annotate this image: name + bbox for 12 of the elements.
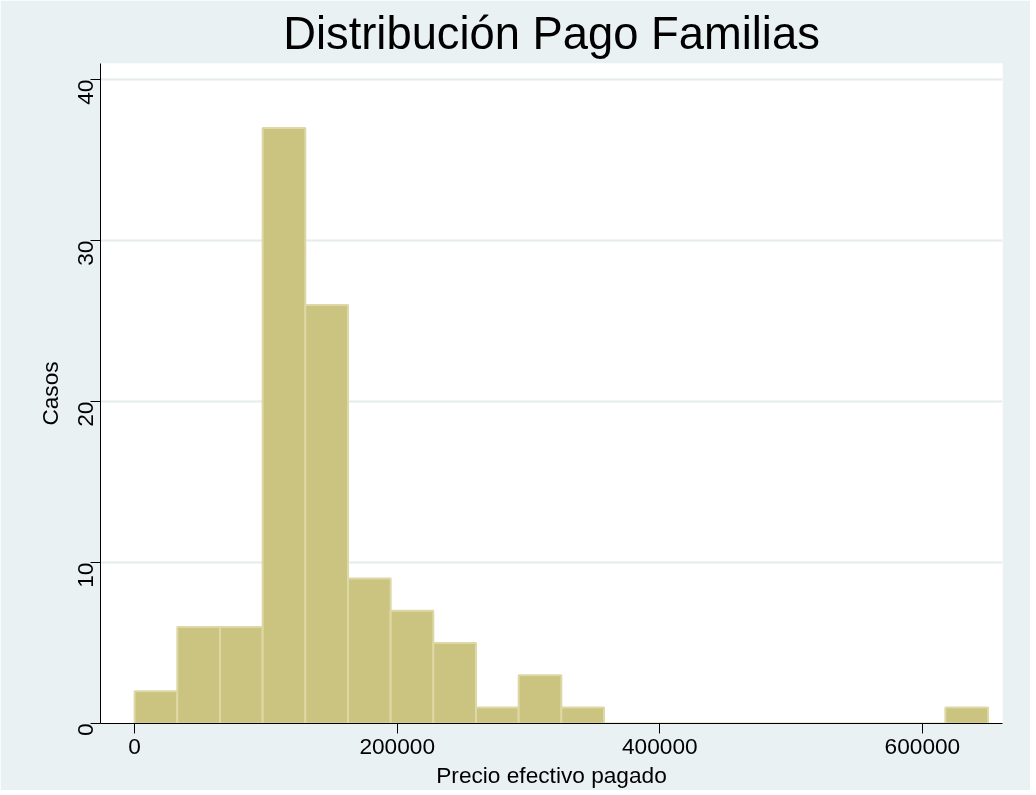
y-tick-label: 20: [72, 401, 98, 427]
y-tick-label: 0: [72, 723, 98, 737]
y-axis-title: Casos: [36, 361, 63, 426]
y-tick-label: 40: [72, 79, 98, 105]
chart-title: Distribución Pago Familias: [283, 7, 820, 59]
x-tick-label: 600000: [884, 732, 961, 759]
y-tick-label: 30: [72, 240, 98, 266]
x-axis-title: Precio efectivo pagado: [436, 761, 667, 788]
x-tick-label: 400000: [622, 732, 698, 759]
x-tick-label: 200000: [359, 732, 436, 759]
x-tick-label: 0: [128, 732, 141, 759]
y-tick-label: 10: [72, 562, 98, 588]
